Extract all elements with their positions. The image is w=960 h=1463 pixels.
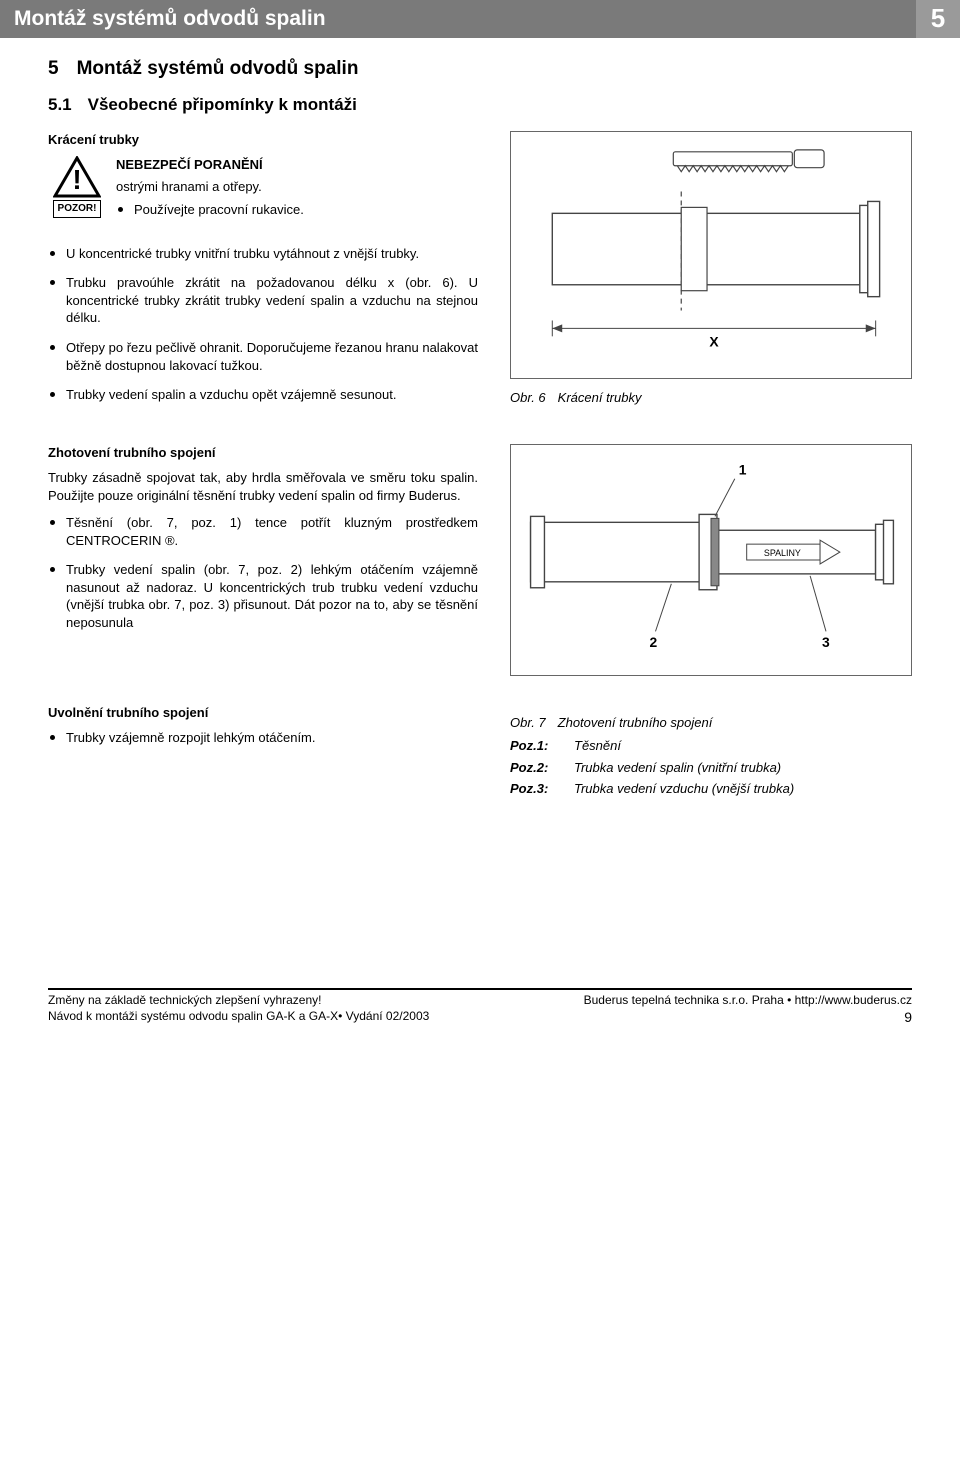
figure-label: Obr. 7: [510, 714, 546, 732]
figure-6-caption: Obr. 6 Krácení trubky: [510, 389, 912, 407]
figure-6: X: [510, 131, 912, 379]
block3-heading: Uvolnění trubního spojení: [48, 704, 478, 722]
legend-value: Těsnění: [574, 737, 912, 755]
block2-heading: Zhotovení trubního spojení: [48, 444, 478, 462]
list-item: Trubky vedení spalin a vzduchu opět vzáj…: [48, 386, 478, 404]
legend-key: Poz.1:: [510, 737, 562, 755]
legend-key: Poz.2:: [510, 759, 562, 777]
chapter-number-badge: 5: [916, 0, 960, 38]
list-item: Trubky vedení spalin (obr. 7, poz. 2) le…: [48, 561, 478, 631]
section-heading: 5 Montáž systémů odvodů spalin: [48, 56, 912, 82]
figure-7: SPALINY 1 2 3: [510, 444, 912, 676]
svg-text:2: 2: [650, 634, 658, 650]
svg-text:SPALINY: SPALINY: [764, 548, 801, 558]
svg-text:3: 3: [822, 634, 830, 650]
figure-7-legend: Poz.1: Těsnění Poz.2: Trubka vedení spal…: [510, 737, 912, 798]
subsection-heading: 5.1 Všeobecné připomínky k montáži: [48, 94, 912, 117]
list-item: Těsnění (obr. 7, poz. 1) tence potřít kl…: [48, 514, 478, 549]
footer-right-1: Buderus tepelná technika s.r.o. Praha • …: [584, 992, 912, 1008]
page-number: 9: [904, 1008, 912, 1027]
warning-title: NEBEZPEČÍ PORANĚNÍ: [116, 156, 478, 174]
block2-list: Těsnění (obr. 7, poz. 1) tence potřít kl…: [48, 514, 478, 631]
figure-text: Krácení trubky: [558, 389, 642, 407]
legend-row: Poz.3: Trubka vedení vzduchu (vnější tru…: [510, 780, 912, 798]
legend-row: Poz.1: Těsnění: [510, 737, 912, 755]
subsection-title: Všeobecné připomínky k montáži: [88, 95, 357, 114]
figure-text: Zhotovení trubního spojení: [558, 714, 713, 732]
svg-text:!: !: [72, 164, 81, 195]
block3-list: Trubky vzájemně rozpojit lehkým otáčením…: [48, 729, 478, 747]
section-title: Montáž systémů odvodů spalin: [77, 58, 359, 79]
warning-box: ! POZOR! NEBEZPEČÍ PORANĚNÍ ostrými hran…: [48, 156, 478, 231]
warning-label: POZOR!: [53, 200, 102, 218]
figure-label: Obr. 6: [510, 389, 546, 407]
svg-text:1: 1: [739, 461, 747, 477]
footer-left-2: Návod k montáži systému odvodu spalin GA…: [48, 1008, 429, 1027]
legend-key: Poz.3:: [510, 780, 562, 798]
list-item: U koncentrické trubky vnitřní trubku vyt…: [48, 245, 478, 263]
block1-heading: Krácení trubky: [48, 131, 478, 149]
svg-text:X: X: [709, 333, 719, 349]
legend-value: Trubka vedení vzduchu (vnější trubka): [574, 780, 912, 798]
legend-value: Trubka vedení spalin (vnitřní trubka): [574, 759, 912, 777]
warning-triangle-icon: !: [53, 156, 101, 198]
chapter-title: Montáž systémů odvodů spalin: [0, 0, 916, 38]
figure-7-caption: Obr. 7 Zhotovení trubního spojení: [510, 714, 912, 732]
footer-left-1: Změny na základě technických zlepšení vy…: [48, 992, 321, 1008]
section-number: 5: [48, 58, 59, 79]
legend-row: Poz.2: Trubka vedení spalin (vnitřní tru…: [510, 759, 912, 777]
warning-bullet: Používejte pracovní rukavice.: [116, 201, 478, 219]
list-item: Trubku pravoúhle zkrátit na požadovanou …: [48, 274, 478, 327]
block1-list: U koncentrické trubky vnitřní trubku vyt…: [48, 245, 478, 404]
block2-intro: Trubky zásadně spojovat tak, aby hrdla s…: [48, 469, 478, 504]
warning-line: ostrými hranami a otřepy.: [116, 178, 478, 196]
subsection-number: 5.1: [48, 95, 72, 114]
list-item: Otřepy po řezu pečlivě ohranit. Doporuču…: [48, 339, 478, 374]
list-item: Trubky vzájemně rozpojit lehkým otáčením…: [48, 729, 478, 747]
chapter-header: Montáž systémů odvodů spalin 5: [0, 0, 960, 38]
